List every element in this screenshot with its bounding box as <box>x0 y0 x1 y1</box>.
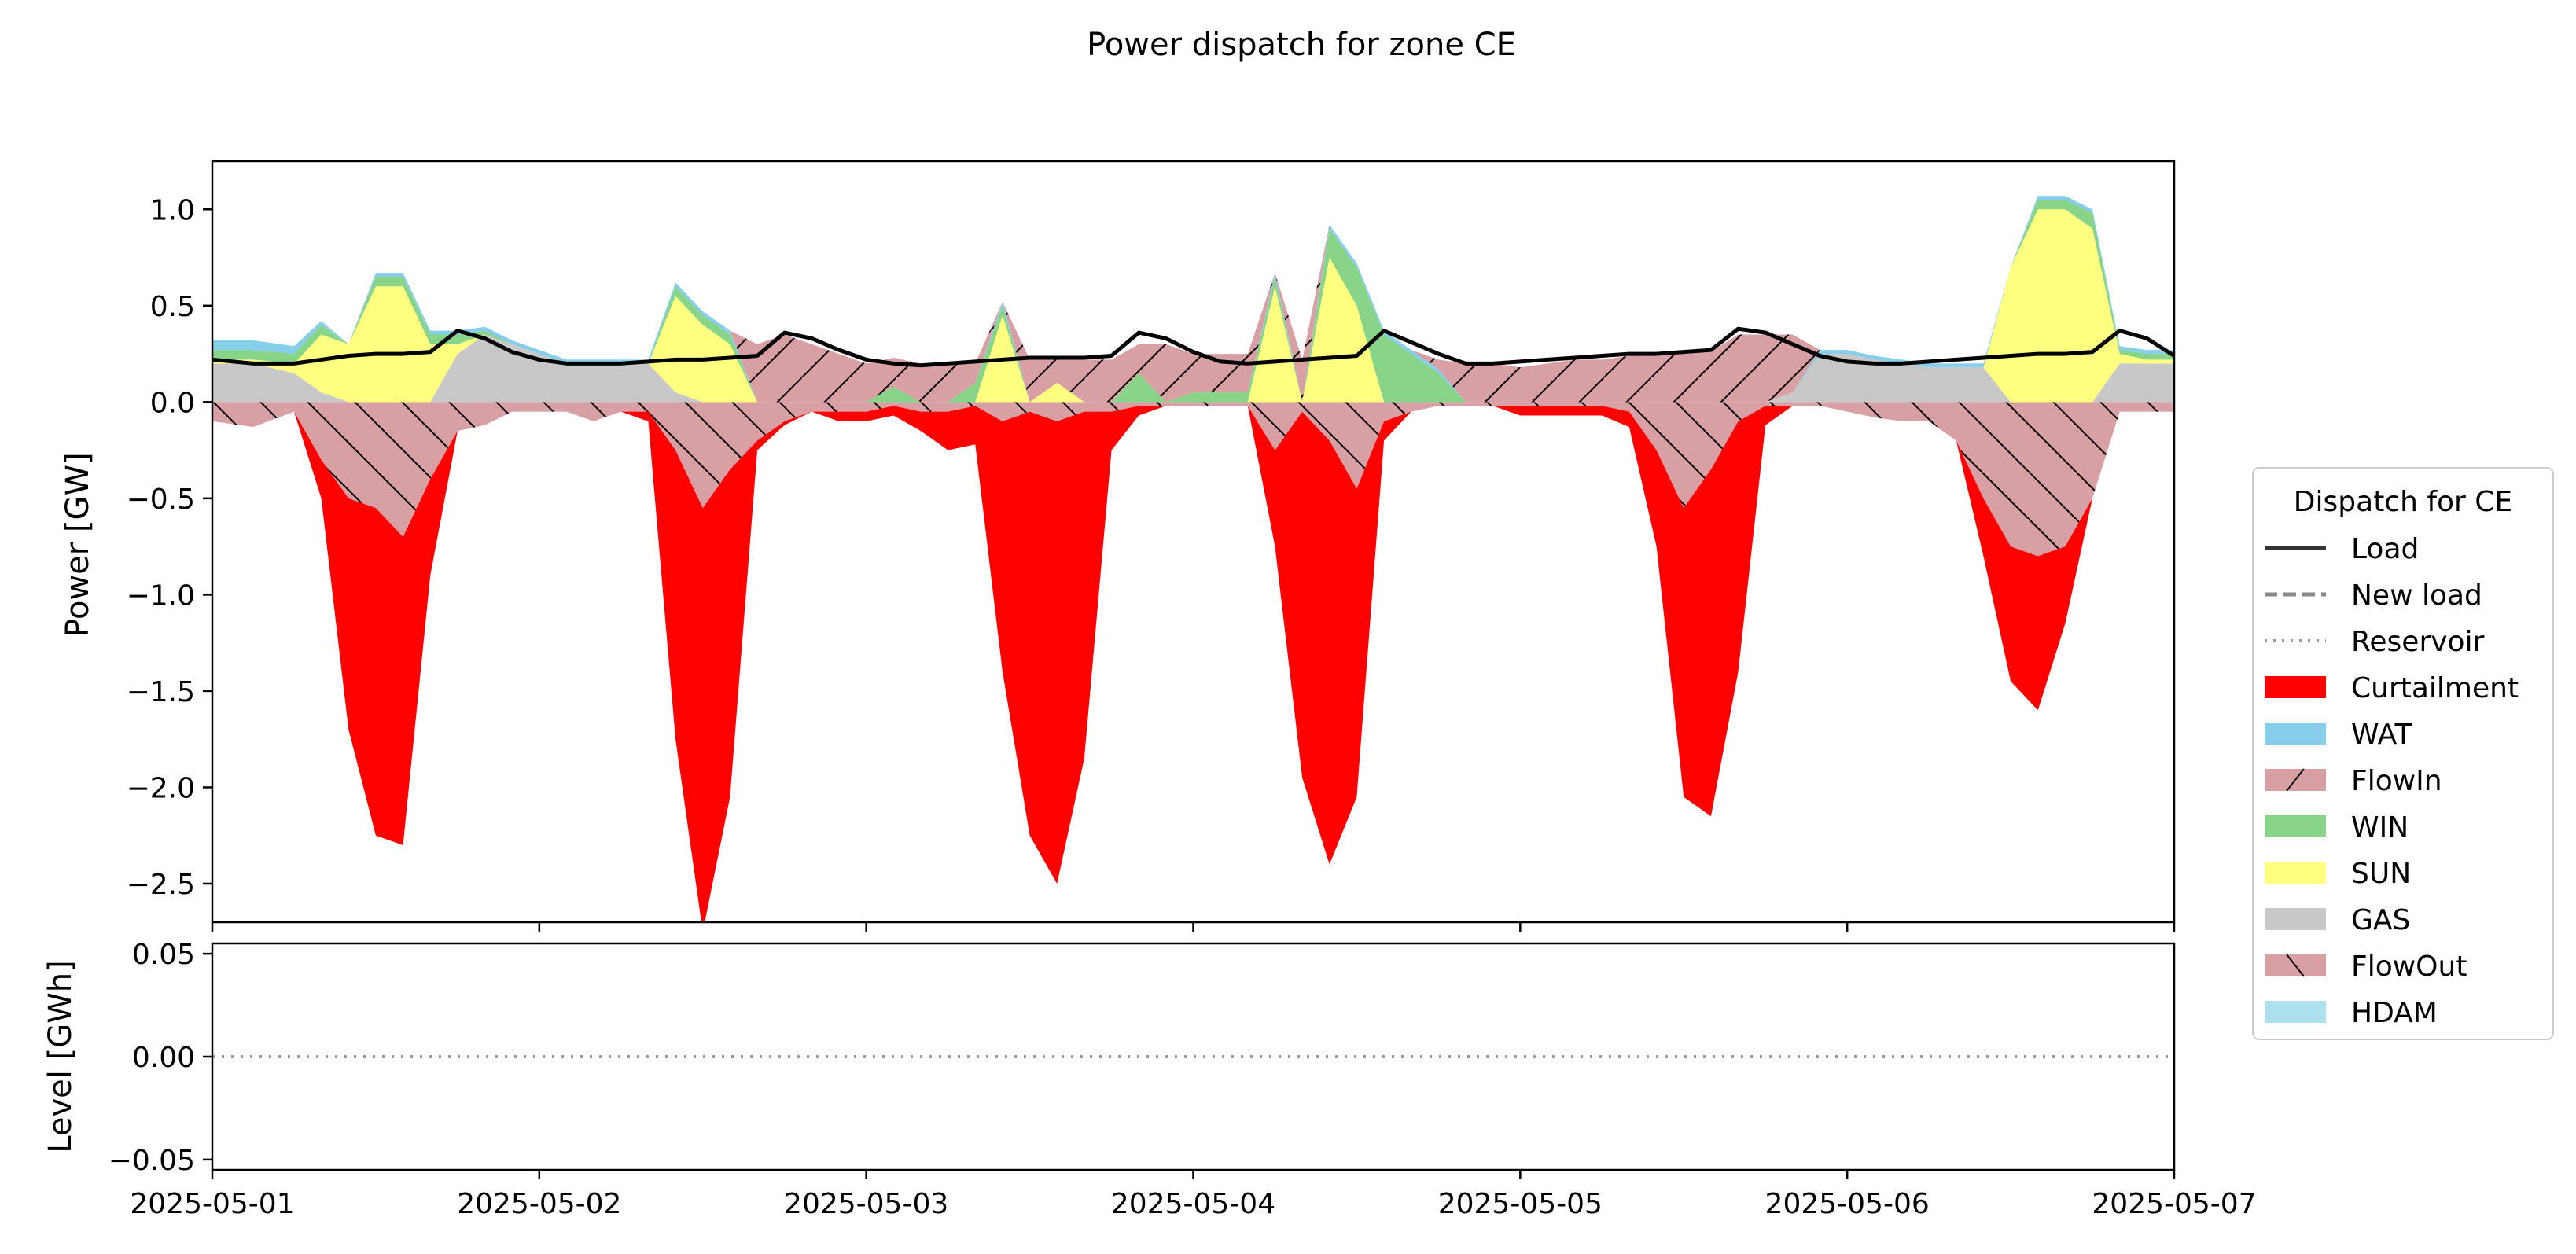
main-x-ticks <box>211 922 2176 932</box>
legend-item-curtailment: Curtailment <box>2265 672 2519 704</box>
legend-label: HDAM <box>2351 997 2438 1029</box>
level-y-tick-label: 0.05 <box>132 939 195 971</box>
main-y-tick-label: 0.5 <box>150 291 195 323</box>
legend-handle <box>2265 908 2326 930</box>
x-tick-label: 2025-05-01 <box>130 1188 294 1220</box>
legend-hatch <box>2286 768 2305 792</box>
gas-area <box>212 334 2174 403</box>
main-y-tick-label: −0.5 <box>127 484 195 516</box>
level-y-tick-label: 0.00 <box>132 1042 195 1074</box>
legend-label: FlowOut <box>2351 951 2467 983</box>
legend-handle <box>2265 862 2326 884</box>
load-line <box>212 326 2174 368</box>
flowin-hatch <box>212 196 2174 403</box>
sun-area <box>212 209 2174 403</box>
legend-item-hdam: HDAM <box>2265 997 2438 1029</box>
main-y-ticks: 1.0 0.5 0.0 −0.5 −1.0 −1.5 −2.0 −2.5 <box>127 194 212 901</box>
x-tick-label: 2025-05-03 <box>784 1188 948 1220</box>
legend-handle <box>2265 815 2326 837</box>
level-x-ticks: 2025-05-01 2025-05-02 2025-05-03 2025-05-04… <box>130 1170 2257 1220</box>
main-y-tick-label: −2.5 <box>127 869 195 901</box>
level-y-axis-label: Level [GWh] <box>42 960 79 1153</box>
legend-item-new-load: New load <box>2265 579 2482 612</box>
legend-handle <box>2265 723 2326 745</box>
main-y-tick-label: −1.5 <box>127 676 195 708</box>
legend-label: FlowIn <box>2351 765 2442 797</box>
legend-label: Curtailment <box>2351 672 2519 704</box>
legend-label: Load <box>2351 533 2419 565</box>
load-series <box>212 326 2174 368</box>
level-y-tick-label: −0.05 <box>109 1145 195 1177</box>
main-y-axis-label: Power [GW] <box>60 452 96 637</box>
legend-label: New load <box>2351 579 2482 612</box>
flowout-area <box>212 402 2174 557</box>
x-tick-label: 2025-05-04 <box>1111 1188 1275 1220</box>
legend-hatch <box>2286 954 2305 977</box>
legend-label: WAT <box>2351 719 2412 751</box>
flowout-hatch <box>212 402 2174 557</box>
legend-item-flowout: FlowOut <box>2265 951 2467 983</box>
legend-item-load: Load <box>2265 533 2419 565</box>
level-plot: 0.050.00−0.05 2025-05-01 2025-05-02 2025-0… <box>42 939 2257 1220</box>
legend-title: Dispatch for CE <box>2294 486 2512 518</box>
main-y-tick-label: −2.0 <box>127 772 195 804</box>
main-y-tick-label: −1.0 <box>127 579 195 612</box>
curtailment-area <box>212 406 2174 922</box>
chart-title: Power dispatch for zone CE <box>1087 27 1516 63</box>
level-y-ticks: 0.05 0.00 −0.05 <box>109 939 212 1177</box>
legend-label: GAS <box>2351 904 2410 936</box>
legend-label: SUN <box>2351 858 2411 890</box>
main-plot: 1.0 0.5 0.0 −0.5 −1.0 −1.5 −2.0 −2.5 Power [GW] <box>60 160 2176 932</box>
legend-item-wat: WAT <box>2265 719 2412 751</box>
main-y-tick-label: 0.0 <box>150 387 195 419</box>
main-series <box>212 196 2174 922</box>
legend-label: WIN <box>2351 811 2409 844</box>
x-tick-label: 2025-05-07 <box>2092 1188 2256 1220</box>
legend-frame <box>2252 467 2554 1040</box>
legend-item-flowin: FlowIn <box>2265 765 2442 797</box>
legend: Dispatch for CE Load New load Reservoir Cur… <box>2252 467 2554 1040</box>
legend-items: Load New load Reservoir Curtailment WAT FlowI… <box>2265 533 2519 1029</box>
x-tick-label: 2025-05-06 <box>1765 1188 1930 1220</box>
main-axes-frame <box>211 160 2176 924</box>
legend-handle <box>2265 1001 2326 1023</box>
legend-item-reservoir: Reservoir <box>2265 626 2485 658</box>
legend-item-gas: GAS <box>2265 904 2410 936</box>
legend-handle <box>2265 676 2326 698</box>
main-y-tick-label: 1.0 <box>150 194 195 226</box>
legend-item-sun: SUN <box>2265 858 2411 890</box>
x-tick-label: 2025-05-02 <box>457 1188 621 1220</box>
x-tick-label: 2025-05-05 <box>1438 1188 1603 1220</box>
legend-item-win: WIN <box>2265 811 2409 844</box>
legend-label: Reservoir <box>2351 626 2485 658</box>
